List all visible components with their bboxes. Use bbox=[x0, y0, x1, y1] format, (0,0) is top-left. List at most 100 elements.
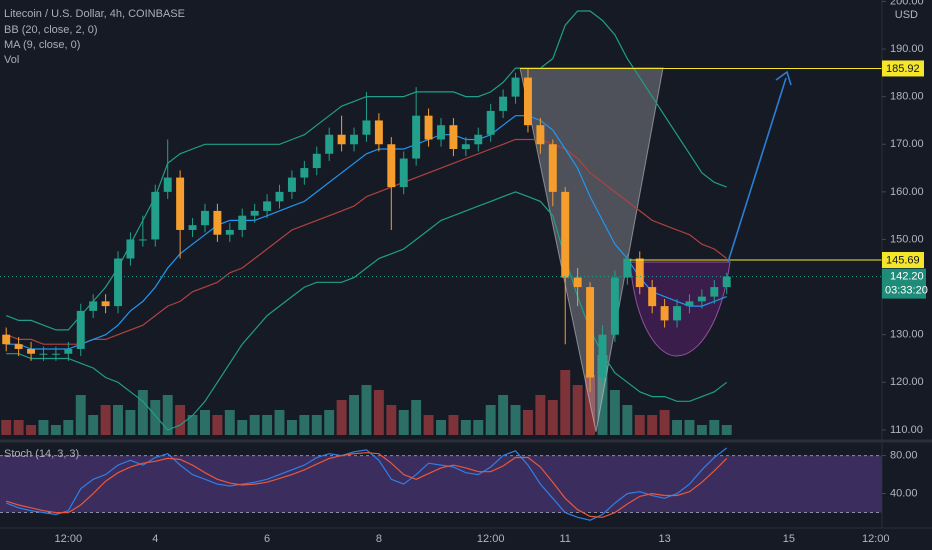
candle-body bbox=[200, 210, 209, 226]
volume-bar bbox=[411, 400, 422, 435]
candle-body bbox=[499, 96, 508, 111]
volume-bar bbox=[386, 405, 397, 435]
candle-body bbox=[722, 276, 731, 288]
volume-bar bbox=[647, 415, 658, 435]
candle-body bbox=[350, 134, 359, 145]
volume-bar bbox=[560, 370, 571, 435]
volume-bar bbox=[696, 425, 707, 435]
x-tick-label: 4 bbox=[152, 533, 158, 545]
y-tick-label: 200.00 bbox=[890, 0, 924, 7]
volume-bar bbox=[510, 405, 521, 435]
indicator-label: MA (9, close, 0) bbox=[4, 39, 80, 51]
candle-body bbox=[511, 77, 520, 97]
volume-bar bbox=[262, 415, 273, 435]
volume-bar bbox=[423, 415, 434, 435]
candle-body bbox=[635, 258, 644, 288]
stoch-pane bbox=[0, 447, 882, 521]
volume-bar bbox=[1, 420, 12, 435]
indicator-line bbox=[6, 191, 728, 431]
candle-body bbox=[76, 310, 85, 349]
volume-bar bbox=[485, 405, 496, 435]
volume-bar bbox=[38, 420, 49, 435]
volume-bar bbox=[547, 400, 558, 435]
indicator-line bbox=[5, 447, 728, 521]
volume-bar bbox=[324, 410, 335, 435]
indicator-line bbox=[6, 115, 727, 350]
candle-body bbox=[101, 301, 110, 307]
candle-body bbox=[275, 191, 284, 202]
candle-body bbox=[424, 115, 433, 140]
candle-body bbox=[312, 153, 321, 169]
candle-body bbox=[598, 334, 607, 378]
candle-body bbox=[300, 168, 309, 178]
volume-bar bbox=[672, 420, 682, 435]
candle-body bbox=[374, 120, 383, 145]
candle-body bbox=[660, 306, 669, 321]
price-label: 145.69 bbox=[886, 254, 920, 266]
volume-bar bbox=[88, 415, 99, 435]
arrow-head bbox=[775, 70, 792, 86]
y-tick-label: 150.00 bbox=[890, 233, 924, 245]
price-label-box bbox=[882, 60, 924, 77]
candle-body bbox=[89, 301, 98, 311]
volume-bar bbox=[522, 410, 533, 435]
candle-body bbox=[250, 210, 259, 216]
volume-bar bbox=[100, 405, 111, 435]
last-price-box bbox=[882, 268, 926, 299]
volume-bar bbox=[13, 420, 24, 435]
main-pane bbox=[0, 10, 882, 435]
volume-bar bbox=[75, 395, 86, 435]
candle-body bbox=[523, 77, 532, 126]
candle-body bbox=[387, 144, 396, 188]
indicator-line bbox=[5, 138, 728, 345]
volume-bar bbox=[398, 410, 409, 435]
candle-body bbox=[213, 210, 222, 235]
volume-bar bbox=[200, 410, 210, 435]
volume-bar bbox=[535, 395, 546, 435]
stoch-band bbox=[0, 455, 882, 513]
volume-bar bbox=[113, 405, 123, 435]
volume-bar bbox=[237, 420, 248, 435]
y-tick-label: 40.00 bbox=[890, 487, 918, 499]
y-tick-label: 80.00 bbox=[890, 450, 918, 462]
candle-body bbox=[673, 306, 682, 321]
volume-bar bbox=[498, 395, 509, 435]
volume-bar bbox=[373, 390, 384, 435]
candle-body bbox=[14, 344, 23, 349]
volume-bar bbox=[150, 400, 161, 435]
candle-body bbox=[2, 334, 11, 345]
currency-label: USD bbox=[895, 9, 918, 21]
candle-body bbox=[648, 287, 657, 307]
candle-body bbox=[263, 201, 272, 211]
candle-body bbox=[486, 110, 495, 135]
candle-body bbox=[64, 348, 73, 354]
volume-bar bbox=[274, 410, 285, 435]
y-tick-label: 170.00 bbox=[890, 138, 924, 150]
candle-body bbox=[176, 177, 185, 230]
volume-bar bbox=[349, 395, 360, 435]
x-tick-label: 12:00 bbox=[55, 533, 83, 545]
volume-bar bbox=[721, 425, 732, 435]
volume-bar bbox=[286, 420, 297, 435]
y-tick-label: 160.00 bbox=[890, 186, 924, 198]
candle-body bbox=[27, 348, 36, 354]
volume-bar bbox=[249, 415, 260, 435]
candle-body bbox=[623, 258, 632, 278]
axes: 110.00120.00130.00140.00150.00160.00170.… bbox=[55, 0, 928, 545]
candle-body bbox=[39, 353, 48, 355]
volume-bar bbox=[634, 415, 645, 435]
volume-bar bbox=[175, 405, 186, 435]
candle-body bbox=[51, 353, 60, 355]
volume-bar bbox=[212, 415, 223, 435]
candle-body bbox=[287, 177, 296, 192]
y-tick-label: 130.00 bbox=[890, 329, 924, 341]
volume-bar bbox=[336, 400, 347, 435]
arrow-line bbox=[727, 77, 787, 263]
candle-body bbox=[461, 144, 470, 150]
candle-body bbox=[437, 125, 445, 140]
volume-bar bbox=[63, 420, 74, 435]
volume-layer bbox=[1, 355, 732, 435]
volume-bar bbox=[311, 415, 322, 435]
